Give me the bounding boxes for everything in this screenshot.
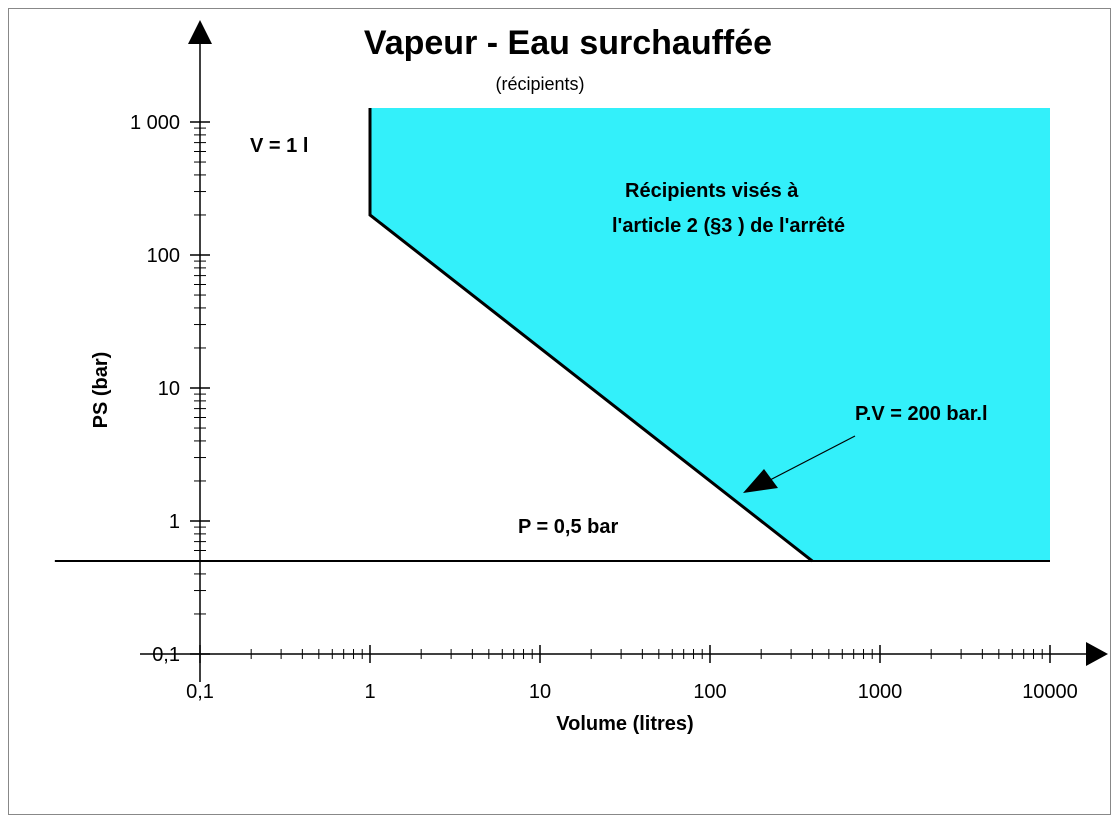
x-tick-label: 100 — [693, 681, 726, 703]
annotation-arrow — [769, 435, 856, 481]
annotation: P.V = 200 bar.l — [855, 403, 988, 425]
chart-title: Vapeur - Eau surchauffée — [364, 24, 772, 62]
annotation: l'article 2 (§3 ) de l'arrêté — [612, 215, 845, 237]
x-axis-label: Volume (litres) — [556, 713, 693, 735]
x-tick-label: 10 — [529, 681, 551, 703]
y-tick-label: 1 000 — [130, 112, 180, 134]
y-axis-arrow — [188, 20, 212, 44]
y-tick-label: 100 — [147, 245, 180, 267]
annotation: Récipients visés à — [625, 180, 799, 202]
y-tick-label: 1 — [169, 511, 180, 533]
annotation: V = 1 l — [250, 135, 308, 157]
chart-subtitle: (récipients) — [495, 74, 584, 94]
annotation-arrowhead — [743, 469, 778, 493]
boundary-line — [368, 108, 814, 563]
y-axis-label: PS (bar) — [90, 352, 112, 429]
y-tick-label: 0,1 — [152, 644, 180, 666]
x-tick-label: 1 — [364, 681, 375, 703]
x-tick-label: 10000 — [1022, 681, 1078, 703]
x-tick-label: 1000 — [858, 681, 903, 703]
x-axis-arrow — [1086, 642, 1108, 666]
region — [370, 108, 1050, 562]
y-tick-label: 10 — [158, 378, 180, 400]
annotation: P = 0,5 bar — [518, 516, 618, 538]
x-tick-label: 0,1 — [186, 681, 214, 703]
